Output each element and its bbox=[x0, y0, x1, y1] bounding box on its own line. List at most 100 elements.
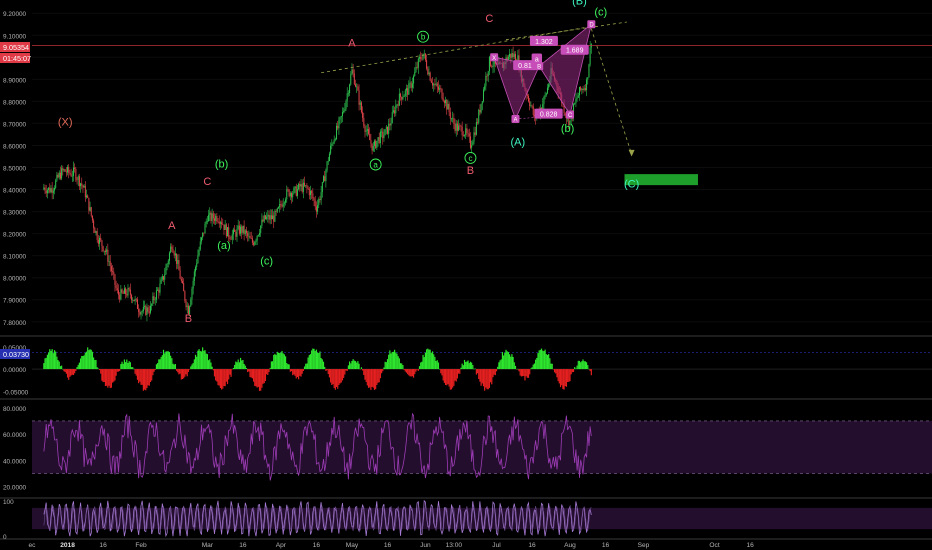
price-candle-body bbox=[204, 223, 206, 234]
price-candle-body bbox=[305, 185, 307, 186]
price-candle-body bbox=[447, 103, 449, 110]
price-candle-body bbox=[247, 232, 249, 237]
macd-bar bbox=[486, 369, 488, 390]
macd-tick-label: 0.00000 bbox=[3, 367, 27, 374]
price-candle-body bbox=[186, 305, 188, 308]
macd-bar bbox=[532, 364, 534, 370]
macd-bar bbox=[165, 351, 167, 370]
price-candle-body bbox=[416, 67, 418, 68]
price-candle-body bbox=[192, 280, 194, 289]
harmonic-ratio-label: 0.828 bbox=[540, 112, 558, 119]
macd-bar bbox=[61, 365, 63, 370]
macd-bar bbox=[274, 353, 276, 370]
wave-label: B bbox=[467, 165, 474, 177]
price-candle-body bbox=[298, 183, 300, 190]
harmonic-ratio-label: a bbox=[535, 57, 539, 64]
price-candle-body bbox=[346, 93, 348, 101]
macd-bar bbox=[295, 369, 297, 379]
price-pane[interactable]: X A B C D 1.302 0.81 1.689 0.828 a (X) A B C (b) (a) (c)… bbox=[32, 0, 932, 325]
price-candle-body bbox=[190, 299, 192, 307]
macd-pane[interactable] bbox=[32, 347, 932, 391]
macd-bar bbox=[245, 368, 248, 370]
macd-bar bbox=[455, 369, 457, 382]
price-candle-body bbox=[269, 215, 271, 220]
rsi-pane[interactable] bbox=[32, 412, 932, 481]
macd-bar bbox=[128, 361, 130, 370]
macd-bar bbox=[312, 348, 314, 370]
price-candle-body bbox=[87, 195, 89, 198]
macd-bar bbox=[523, 369, 525, 377]
macd-bar bbox=[343, 369, 345, 378]
macd-bar bbox=[326, 369, 328, 371]
price-candle-body bbox=[141, 311, 143, 313]
wave-label-circle bbox=[464, 151, 477, 164]
macd-bar bbox=[365, 369, 367, 382]
price-candle-body bbox=[261, 219, 263, 226]
price-candle-body bbox=[142, 306, 144, 312]
macd-bar bbox=[530, 368, 532, 370]
macd-bar bbox=[440, 369, 442, 374]
price-candle-body bbox=[213, 218, 215, 221]
price-candle-body bbox=[344, 108, 346, 112]
macd-bar bbox=[346, 369, 348, 371]
macd-bar bbox=[77, 364, 79, 370]
macd-bar bbox=[302, 369, 304, 372]
macd-bar bbox=[475, 369, 477, 375]
macd-bar bbox=[431, 351, 434, 370]
price-candle-body bbox=[323, 176, 325, 183]
macd-bar bbox=[506, 351, 508, 370]
macd-bar bbox=[504, 352, 506, 370]
macd-bar bbox=[217, 369, 219, 386]
price-candle-body bbox=[199, 241, 201, 250]
stoch-pane[interactable] bbox=[32, 499, 932, 538]
macd-bar bbox=[257, 369, 259, 387]
price-candle-body bbox=[164, 274, 166, 280]
price-candle-body bbox=[440, 88, 442, 90]
price-candle-body bbox=[268, 214, 270, 220]
price-candle-body bbox=[104, 250, 106, 252]
macd-bar bbox=[314, 350, 316, 370]
macd-bar bbox=[223, 369, 225, 386]
rsi-tick-label: 20.0000 bbox=[3, 485, 27, 492]
macd-bar bbox=[493, 369, 495, 375]
price-candle-body bbox=[202, 232, 204, 238]
price-candle-body bbox=[420, 57, 422, 59]
macd-bar bbox=[341, 369, 344, 381]
macd-bar bbox=[489, 369, 492, 383]
axes: 9.200009.100009.000008.900008.800008.700… bbox=[3, 11, 754, 549]
macd-bar bbox=[242, 359, 244, 370]
price-candle-body bbox=[391, 112, 393, 124]
macd-bar bbox=[154, 369, 156, 370]
price-candle-body bbox=[333, 139, 335, 144]
macd-bar bbox=[121, 361, 123, 370]
macd-bar bbox=[210, 362, 212, 370]
macd-bar bbox=[347, 365, 349, 370]
macd-bar bbox=[394, 349, 396, 370]
price-candle-body bbox=[485, 75, 487, 87]
price-candle-body bbox=[513, 54, 515, 58]
macd-bar bbox=[358, 363, 360, 370]
price-candle-body bbox=[264, 215, 266, 219]
price-candle-body bbox=[371, 143, 373, 151]
price-candle-body bbox=[108, 261, 110, 262]
price-candle-body bbox=[54, 187, 56, 191]
macd-bar bbox=[334, 369, 336, 390]
macd-bar bbox=[59, 366, 62, 370]
harmonic-point-marker bbox=[535, 62, 544, 71]
price-candle-body bbox=[78, 176, 80, 187]
macd-bar bbox=[286, 363, 288, 370]
macd-bar bbox=[556, 369, 558, 378]
macd-bar bbox=[351, 360, 353, 370]
price-candle-body bbox=[583, 88, 585, 90]
price-candle-body bbox=[379, 131, 381, 143]
price-candle-body bbox=[114, 274, 116, 286]
macd-bar bbox=[576, 365, 578, 370]
price-tick-label: 9.20000 bbox=[3, 11, 27, 18]
price-candle-body bbox=[274, 210, 276, 222]
macd-bar bbox=[517, 368, 519, 370]
macd-bar bbox=[68, 369, 70, 380]
macd-bar bbox=[49, 349, 51, 370]
macd-bar bbox=[171, 358, 173, 370]
macd-bar bbox=[126, 359, 128, 370]
